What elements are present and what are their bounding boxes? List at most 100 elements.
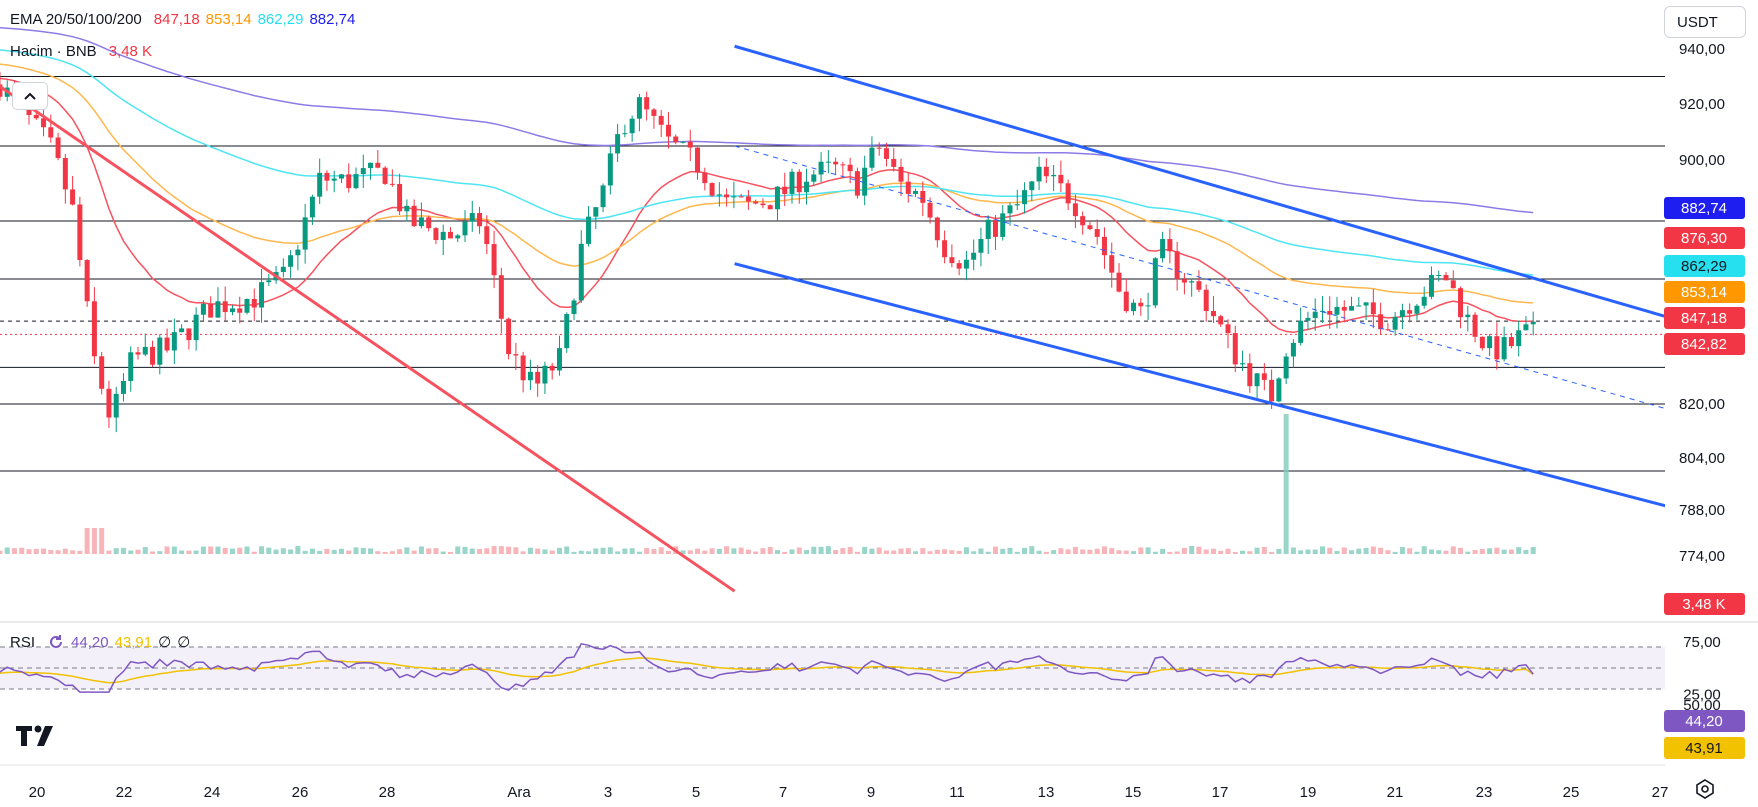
candle-body-138: [1000, 213, 1006, 237]
candle-body-94: [680, 141, 686, 143]
volume-bar-16: [113, 548, 119, 554]
volume-bar-46: [331, 549, 337, 554]
candle-body-5: [33, 114, 39, 119]
candle-body-159: [1152, 258, 1158, 306]
refresh-icon[interactable]: [47, 633, 65, 651]
candle-body-41: [295, 249, 301, 256]
volume-bar-68: [491, 546, 497, 554]
candle-body-196: [1421, 296, 1427, 306]
candle-body-150: [1087, 225, 1093, 230]
chevron-up-icon: [24, 92, 36, 100]
volume-bar-86: [622, 548, 628, 554]
candle-body-90: [651, 109, 657, 116]
rsi-tick-0: 75,00: [1683, 634, 1721, 651]
volume-bar-211: [1530, 547, 1536, 554]
volume-bar-173: [1254, 547, 1260, 554]
volume-bars: [0, 414, 1536, 554]
volume-bar-197: [1428, 549, 1434, 554]
candle-body-6: [41, 118, 47, 128]
volume-bar-113: [818, 546, 824, 554]
volume-bar-17: [120, 547, 126, 554]
candle-body-109: [789, 171, 795, 194]
candle-body-72: [520, 355, 526, 381]
volume-bar-24: [171, 546, 177, 554]
volume-bar-140: [1014, 551, 1020, 554]
candle-body-166: [1203, 289, 1209, 311]
volume-bar-172: [1247, 551, 1253, 554]
collapse-legend-button[interactable]: [12, 82, 48, 110]
volume-bar-179: [1298, 550, 1304, 554]
candle-body-142: [1029, 181, 1035, 191]
rsi-tick-2: 25,00: [1683, 686, 1721, 703]
candle-body-36: [259, 282, 265, 308]
ema20-value: 847,18: [153, 11, 200, 28]
volume-bar-174: [1261, 546, 1267, 554]
candle-body-58: [418, 217, 424, 227]
volume-bar-145: [1051, 550, 1057, 554]
candle-body-9: [62, 158, 68, 190]
candle-body-206: [1494, 336, 1500, 360]
candle-body-76: [549, 365, 555, 371]
volume-bar-89: [644, 548, 650, 554]
time-tick-10: 11: [949, 784, 965, 801]
rsi-axis-label-1: 43,91: [1685, 740, 1723, 757]
candle-body-83: [600, 185, 606, 208]
volume-bar-82: [593, 548, 599, 554]
volume-bar-131: [949, 550, 955, 554]
candle-body-176: [1276, 378, 1282, 402]
candle-body-157: [1138, 302, 1144, 307]
candle-body-52: [375, 162, 381, 168]
candle-body-147: [1065, 183, 1071, 204]
volume-bar-112: [811, 546, 817, 554]
volume-value: 3,48 K: [108, 43, 153, 60]
currency-selector[interactable]: USDT: [1664, 6, 1746, 38]
chart-settings-icon[interactable]: [1693, 777, 1717, 801]
candle-body-74: [535, 371, 541, 384]
volume-legend[interactable]: Hacim · BNB 3,48 K: [10, 43, 152, 60]
candle-body-87: [629, 118, 635, 134]
volume-bar-29: [208, 546, 214, 554]
volume-bar-101: [731, 548, 737, 554]
candle-body-79: [571, 300, 577, 315]
rsi-value: 44,20: [71, 633, 109, 651]
trend-lines[interactable]: [0, 44, 1695, 593]
price-label-1: 876,30: [1681, 230, 1727, 247]
rsi-label: RSI: [10, 633, 36, 651]
volume-bar-204: [1479, 548, 1485, 554]
volume-bar-189: [1370, 546, 1376, 554]
volume-bar-139: [1007, 547, 1013, 554]
candle-body-56: [404, 205, 410, 212]
volume-bar-170: [1232, 551, 1238, 554]
ema-legend[interactable]: EMA 20/50/100/200 847,18 853,14 862,29 8…: [10, 11, 355, 28]
tradingview-logo-icon[interactable]: [16, 724, 60, 748]
price-tick-12: 774,00: [1679, 548, 1725, 565]
candle-body-140: [1014, 204, 1020, 206]
candle-body-190: [1378, 314, 1384, 330]
candle-body-95: [687, 141, 693, 148]
candle-body-211: [1530, 321, 1536, 325]
candle-body-84: [607, 153, 613, 186]
volume-bar-63: [455, 546, 461, 554]
candle-body-65: [469, 213, 475, 222]
volume-bar-182: [1319, 546, 1325, 554]
price-label-bg-3: [1664, 281, 1745, 303]
candle-body-116: [840, 164, 846, 166]
candle-body-102: [738, 196, 744, 198]
candle-body-89: [644, 97, 650, 110]
volume-bar-159: [1152, 551, 1158, 554]
volume-bar-1: [4, 547, 10, 554]
volume-bar-128: [927, 551, 933, 554]
candle-body-188: [1363, 302, 1369, 306]
candle-body-123: [891, 158, 897, 167]
time-axis[interactable]: 20 22 24 26 28 Ara 3 5 7 9 11 13 15 17 19 21 23 25 27: [0, 764, 1668, 801]
candle-body-160: [1160, 239, 1166, 259]
rsi-tick-1: 50,00: [1683, 697, 1721, 714]
volume-bar-143: [1036, 550, 1042, 554]
time-tick-3: 26: [292, 784, 309, 801]
rsi-legend[interactable]: RSI 44,20 43,91 ∅ ∅: [10, 633, 190, 652]
volume-bar-175: [1269, 551, 1275, 554]
volume-bar-61: [440, 551, 446, 554]
volume-bar-62: [447, 551, 453, 554]
